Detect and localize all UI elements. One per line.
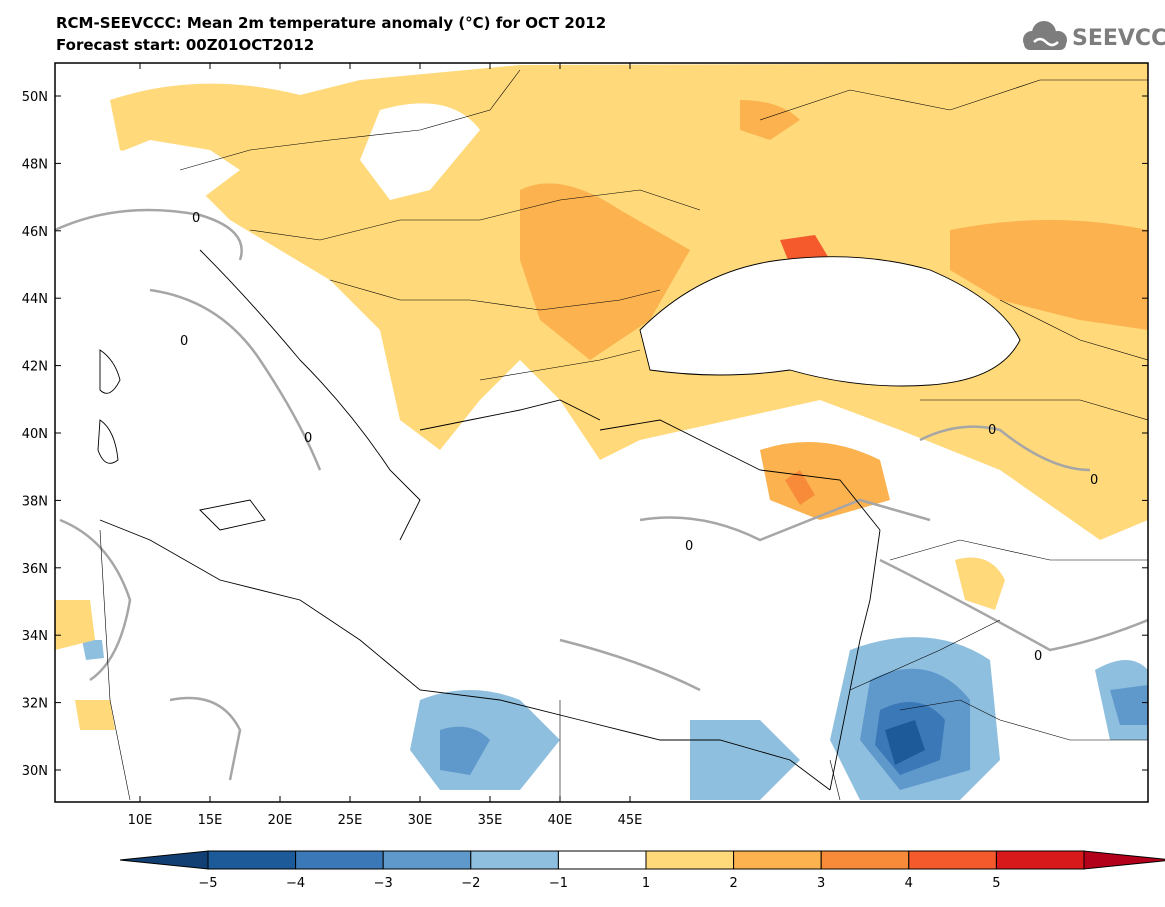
lon-label: 45E — [618, 813, 643, 828]
colorbar-label: 1 — [642, 876, 650, 891]
colorbar-segment — [382, 850, 472, 870]
anomaly-region-warm — [75, 700, 115, 730]
colorbar: −5 −4 −3 −2 −1 1 2 3 4 5 — [119, 850, 1165, 891]
colorbar-segment — [995, 850, 1085, 870]
lat-label: 50N — [22, 90, 48, 105]
lat-label: 36N — [22, 562, 48, 577]
lon-label: 15E — [198, 813, 223, 828]
lat-label: 48N — [22, 157, 48, 172]
contour-label: 0 — [180, 334, 188, 349]
anomaly-region-orange — [785, 470, 815, 505]
colorbar-high-arrow — [1083, 850, 1165, 870]
latitude-axis: 50N 48N 46N 44N 42N 40N 38N 36N 34N 32N 30N — [22, 90, 1148, 779]
colorbar-segment — [470, 850, 559, 870]
colorbar-segment — [295, 850, 384, 870]
colorbar-label: −1 — [549, 876, 568, 891]
lat-label: 34N — [22, 629, 48, 644]
anomaly-region-cool — [1110, 685, 1148, 725]
colorbar-label: −4 — [286, 876, 305, 891]
contour-label: 0 — [1090, 473, 1098, 488]
anomaly-region-cool — [440, 726, 490, 775]
colorbar-label: −2 — [461, 876, 480, 891]
black-sea — [640, 256, 1020, 386]
lat-label: 44N — [22, 292, 48, 307]
lat-label: 30N — [22, 764, 48, 779]
lat-label: 40N — [22, 427, 48, 442]
colorbar-label: 5 — [992, 876, 1000, 891]
lon-label: 30E — [408, 813, 433, 828]
colorbar-label: 3 — [817, 876, 825, 891]
anomaly-region-warm — [55, 600, 95, 650]
lon-label: 20E — [268, 813, 293, 828]
colorbar-label: 4 — [905, 876, 913, 891]
colorbar-segment — [820, 850, 910, 870]
anomaly-region-orange — [740, 100, 800, 140]
lat-label: 42N — [22, 360, 48, 375]
lon-label: 40E — [548, 813, 573, 828]
colorbar-label: −5 — [198, 876, 217, 891]
anomaly-region-cool — [82, 640, 104, 660]
colorbar-label: −3 — [374, 876, 393, 891]
lon-label: 35E — [478, 813, 503, 828]
lon-label: 25E — [338, 813, 363, 828]
anomaly-region-orange — [950, 220, 1148, 330]
colorbar-low-arrow — [119, 850, 209, 870]
anomaly-fields — [55, 63, 1148, 800]
anomaly-region-orange — [520, 183, 690, 360]
chart-subtitle: Forecast start: 00Z01OCT2012 — [56, 36, 315, 54]
anomaly-region-warm — [360, 103, 480, 200]
longitude-axis: 10E 15E 20E 25E 30E 35E 40E 45E — [128, 63, 643, 828]
contour-label: 0 — [192, 211, 200, 226]
contour-label: 0 — [304, 431, 312, 446]
contour-label: 0 — [1034, 649, 1042, 664]
country-borders — [99, 69, 1148, 801]
cloud-icon — [1023, 21, 1067, 50]
contour-label: 0 — [685, 539, 693, 554]
zero-contours — [55, 208, 1148, 781]
colorbar-label: 2 — [729, 876, 737, 891]
lat-label: 38N — [22, 494, 48, 509]
colorbar-segment — [733, 850, 822, 870]
colorbar-segment — [557, 850, 647, 870]
logo-text: SEEVCCC — [1072, 26, 1165, 51]
anomaly-region-orange — [760, 442, 890, 520]
colorbar-segment — [908, 850, 997, 870]
contour-label: 0 — [988, 423, 996, 438]
anomaly-region-cool — [690, 720, 800, 800]
lat-label: 46N — [22, 225, 48, 240]
anomaly-region-cool — [885, 720, 925, 765]
anomaly-region-warm — [55, 140, 240, 200]
coastlines — [97, 249, 1021, 791]
lon-label: 10E — [128, 813, 153, 828]
lat-label: 32N — [22, 697, 48, 712]
anomaly-region-warm — [955, 557, 1005, 610]
chart-title: RCM-SEEVCCC: Mean 2m temperature anomaly… — [56, 14, 607, 32]
colorbar-segment — [645, 850, 735, 870]
colorbar-segment — [207, 850, 297, 870]
contour-labels: 0 0 0 0 0 0 0 — [180, 211, 1098, 664]
